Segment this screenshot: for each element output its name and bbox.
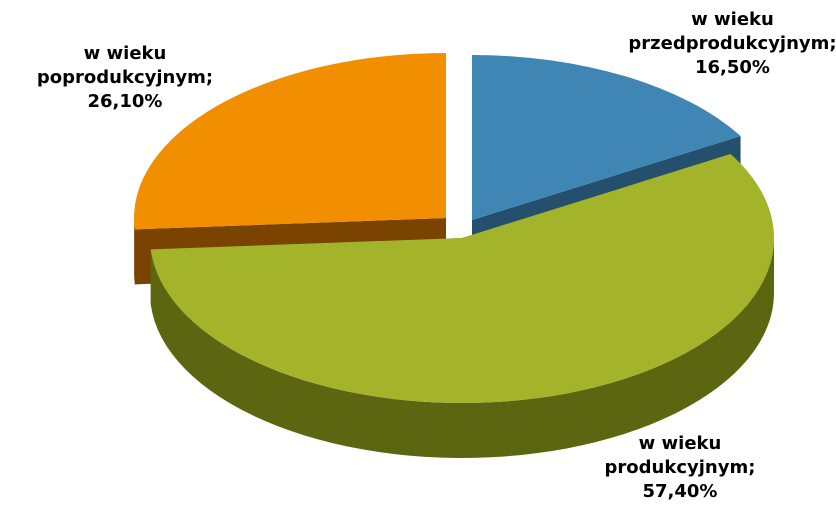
slice-top: [134, 53, 447, 230]
label-value: 26,10%: [87, 91, 163, 112]
slice-top: [472, 55, 741, 220]
label-separator: ;: [205, 67, 214, 88]
data-label: w wieku produkcyjnym; 57,40%: [575, 432, 785, 504]
label-separator: ;: [829, 33, 836, 54]
data-label: w wieku poprodukcyjnym; 26,10%: [5, 42, 245, 114]
label-value: 57,40%: [642, 481, 718, 502]
label-category: w wieku poprodukcyjnym: [36, 43, 206, 88]
slice-side: [150, 238, 775, 458]
label-separator: ;: [748, 457, 756, 478]
slice: [150, 154, 775, 458]
label-category: w wieku przedprodukcyjnym: [628, 9, 830, 54]
label-category: w wieku produkcyjnym: [604, 433, 749, 478]
slice-side: [134, 218, 135, 285]
data-label: w wieku przedprodukcyjnym; 16,50%: [625, 8, 836, 80]
slice-top: [150, 154, 775, 403]
label-value: 16,50%: [695, 57, 770, 78]
